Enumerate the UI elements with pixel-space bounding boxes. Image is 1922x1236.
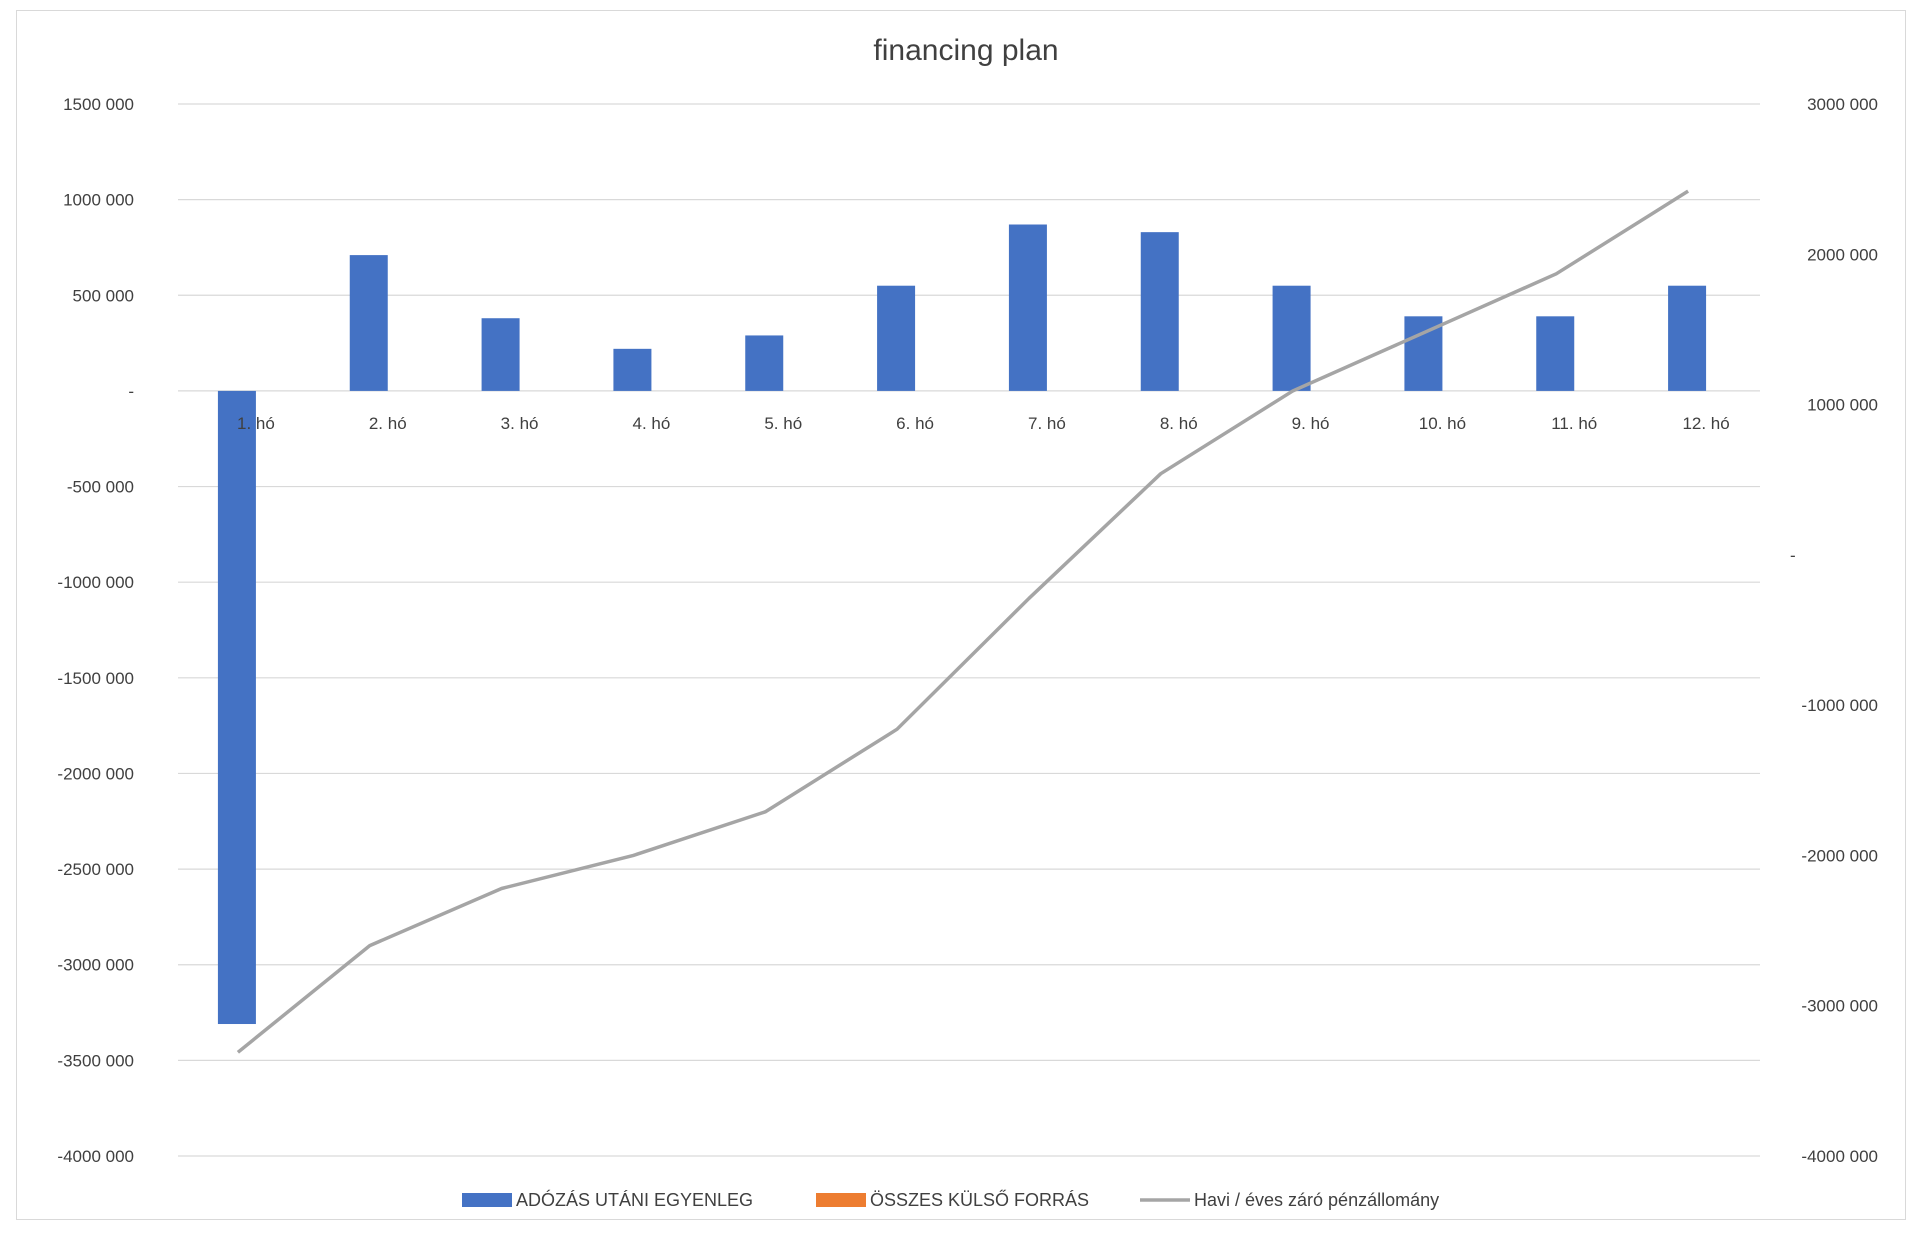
right-tick-label: 3000 000 bbox=[1807, 95, 1878, 114]
category-label: 12. hó bbox=[1682, 414, 1729, 433]
right-axis: 3000 000 2000 000 1000 000 - -1000 000 -2000 … bbox=[1790, 95, 1878, 1166]
gridlines bbox=[178, 103, 1760, 1157]
legend-label: ÖSSZES KÜLSŐ FORRÁS bbox=[870, 1189, 1089, 1210]
category-label: 6. hó bbox=[896, 414, 934, 433]
category-label: 11. hó bbox=[1551, 414, 1597, 433]
line-path bbox=[236, 189, 1690, 1054]
category-label: 2. hó bbox=[369, 414, 407, 433]
bar-series bbox=[217, 224, 1707, 1025]
legend: ADÓZÁS UTÁNI EGYENLEG ÖSSZES KÜLSŐ FORRÁS… bbox=[462, 1189, 1439, 1210]
right-tick-label: -2000 000 bbox=[1801, 846, 1878, 865]
category-label: 10. hó bbox=[1419, 414, 1466, 433]
bar bbox=[1008, 224, 1047, 391]
bar bbox=[1536, 316, 1575, 391]
chart-title: financing plan bbox=[873, 34, 1058, 67]
left-tick-label: -2500 000 bbox=[57, 860, 134, 879]
left-tick-label: -3000 000 bbox=[57, 956, 134, 975]
right-tick-label: 2000 000 bbox=[1807, 245, 1878, 264]
left-tick-label: 1000 000 bbox=[63, 191, 134, 210]
right-tick-label: -3000 000 bbox=[1801, 997, 1878, 1016]
category-label: 4. hó bbox=[633, 414, 671, 433]
left-tick-label: -3500 000 bbox=[57, 1051, 134, 1070]
left-axis: 1500 000 1000 000 500 000 - -500 000 -1000 00… bbox=[57, 95, 134, 1166]
category-label: 1. hó bbox=[237, 414, 275, 433]
right-tick-label: - bbox=[1790, 546, 1796, 565]
bar bbox=[1668, 285, 1707, 391]
bar bbox=[1272, 285, 1311, 391]
category-label: 3. hó bbox=[501, 414, 539, 433]
bar bbox=[217, 390, 256, 1025]
left-tick-label: -500 000 bbox=[67, 478, 134, 497]
left-tick-label: 500 000 bbox=[73, 286, 134, 305]
legend-label: Havi / éves záró pénzállomány bbox=[1194, 1190, 1439, 1210]
bar bbox=[481, 318, 520, 391]
right-tick-label: -1000 000 bbox=[1801, 696, 1878, 715]
left-tick-label: -1000 000 bbox=[57, 573, 134, 592]
category-label: 5. hó bbox=[764, 414, 802, 433]
category-label: 9. hó bbox=[1292, 414, 1330, 433]
legend-swatch bbox=[816, 1193, 866, 1207]
right-tick-label: 1000 000 bbox=[1807, 396, 1878, 415]
legend-label: ADÓZÁS UTÁNI EGYENLEG bbox=[516, 1189, 753, 1210]
bar bbox=[1140, 232, 1179, 391]
category-label: 7. hó bbox=[1028, 414, 1066, 433]
bar bbox=[745, 335, 784, 391]
left-tick-label: 1500 000 bbox=[63, 95, 134, 114]
chart-frame bbox=[16, 10, 1906, 1220]
left-tick-label: -2000 000 bbox=[57, 764, 134, 783]
category-label: 8. hó bbox=[1160, 414, 1198, 433]
bar bbox=[877, 285, 916, 391]
right-tick-label: -4000 000 bbox=[1801, 1147, 1878, 1166]
bar bbox=[349, 255, 388, 391]
left-tick-label: - bbox=[128, 382, 134, 401]
legend-swatch bbox=[462, 1193, 512, 1207]
left-tick-label: -4000 000 bbox=[57, 1147, 134, 1166]
bar bbox=[613, 348, 652, 391]
left-tick-label: -1500 000 bbox=[57, 669, 134, 688]
line-series bbox=[236, 189, 1690, 1054]
category-axis: 1. hó 2. hó 3. hó 4. hó 5. hó 6. hó 7. hó 8. hó… bbox=[237, 414, 1730, 433]
